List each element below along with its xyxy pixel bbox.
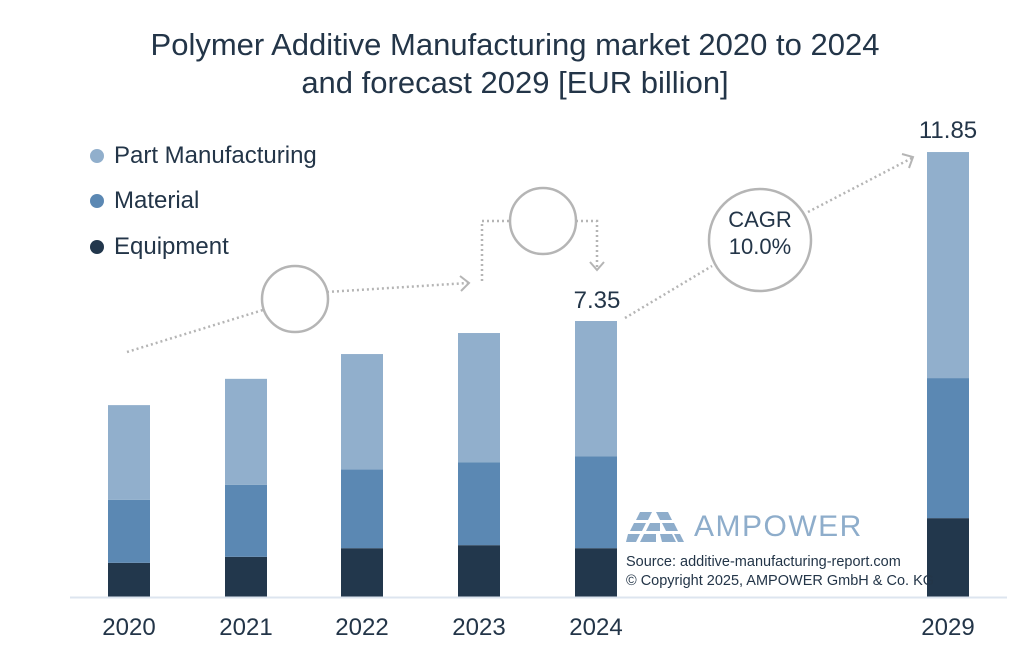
trend-arrows bbox=[126, 156, 913, 354]
bar-segment-material-2022 bbox=[341, 469, 383, 549]
cagr-label: CAGR 10.0% bbox=[709, 206, 811, 260]
bar-segment-equipment-2024 bbox=[575, 548, 617, 597]
cagr-value: 10.0% bbox=[728, 234, 792, 259]
chart-title-line-2: and forecast 2029 [EUR billion] bbox=[301, 65, 729, 100]
bar-segment-equipment-2021 bbox=[225, 556, 267, 597]
legend-label: Material bbox=[114, 187, 200, 215]
bar-segment-part-manufacturing-2029 bbox=[927, 152, 969, 379]
legend-label: Equipment bbox=[114, 232, 229, 260]
x-axis-label-2022: 2022 bbox=[335, 614, 389, 641]
arrow-head-right-icon bbox=[459, 275, 471, 292]
cagr-circle bbox=[707, 187, 813, 293]
brand-name: AMPOWER bbox=[694, 510, 863, 543]
total-label-2024: 7.35 bbox=[573, 287, 621, 314]
bar-segment-equipment-2029 bbox=[927, 518, 969, 597]
cagr-arrow-segment bbox=[624, 264, 713, 320]
source-url: Source: additive-manufacturing-report.co… bbox=[626, 554, 901, 570]
elbow-arrow-segment bbox=[480, 219, 510, 281]
bar-segment-part-manufacturing-2020 bbox=[108, 405, 150, 500]
bar-segment-material-2024 bbox=[575, 456, 617, 549]
bar-segment-part-manufacturing-2021 bbox=[225, 378, 267, 485]
ampower-logo: AMPOWER bbox=[626, 510, 863, 544]
bar-segment-material-2021 bbox=[225, 484, 267, 557]
legend-item-equipment: Equipment bbox=[90, 224, 317, 270]
chart-title-line-1: Polymer Additive Manufacturing market 20… bbox=[150, 27, 880, 62]
x-axis-label-2029: 2029 bbox=[921, 614, 975, 641]
arrow-heads bbox=[459, 153, 915, 292]
legend-label: Part Manufacturing bbox=[114, 141, 317, 169]
bar-segment-material-2029 bbox=[927, 378, 969, 519]
bar-group bbox=[108, 152, 969, 597]
bar-segment-equipment-2022 bbox=[341, 548, 383, 597]
bar-segment-material-2020 bbox=[108, 499, 150, 563]
trend-arrow-segment bbox=[326, 281, 469, 294]
total-label-2029: 11.85 bbox=[918, 117, 978, 144]
arrow-head-down-icon bbox=[589, 261, 605, 272]
trend-arrow-segment bbox=[126, 308, 264, 354]
source-text: Source: additive-manufacturing-report.co… bbox=[626, 553, 934, 591]
x-axis-label-2020: 2020 bbox=[102, 614, 156, 641]
legend-item-material: Material bbox=[90, 179, 317, 225]
bar-segment-equipment-2020 bbox=[108, 562, 150, 597]
copyright-text: © Copyright 2025, AMPOWER GmbH & Co. KG bbox=[626, 573, 935, 589]
x-axis-label-2024: 2024 bbox=[569, 614, 623, 641]
bar-segment-part-manufacturing-2022 bbox=[341, 354, 383, 470]
arrow-head-up-right-icon bbox=[901, 153, 915, 169]
annotation-circles bbox=[260, 186, 813, 334]
legend-item-part-manufacturing: Part Manufacturing bbox=[90, 133, 317, 179]
legend-dot-icon bbox=[90, 239, 104, 254]
legend-dot-icon bbox=[90, 194, 104, 209]
cagr-arrow-segment bbox=[807, 156, 913, 214]
x-axis-label-2023: 2023 bbox=[452, 614, 506, 641]
legend: Part Manufacturing Material Equipment bbox=[90, 133, 317, 270]
bar-segment-part-manufacturing-2023 bbox=[458, 333, 500, 463]
bar-segment-equipment-2023 bbox=[458, 545, 500, 597]
elbow-arrow-segment bbox=[576, 219, 599, 268]
x-axis-label-2021: 2021 bbox=[219, 614, 273, 641]
bar-segment-material-2023 bbox=[458, 462, 500, 546]
cagr-title: CAGR bbox=[728, 207, 792, 232]
ampower-logo-icon bbox=[626, 512, 684, 542]
bar-segment-part-manufacturing-2024 bbox=[575, 321, 617, 457]
empty-annotation-circle bbox=[508, 186, 578, 256]
legend-dot-icon bbox=[90, 148, 104, 163]
empty-annotation-circle bbox=[260, 264, 330, 334]
